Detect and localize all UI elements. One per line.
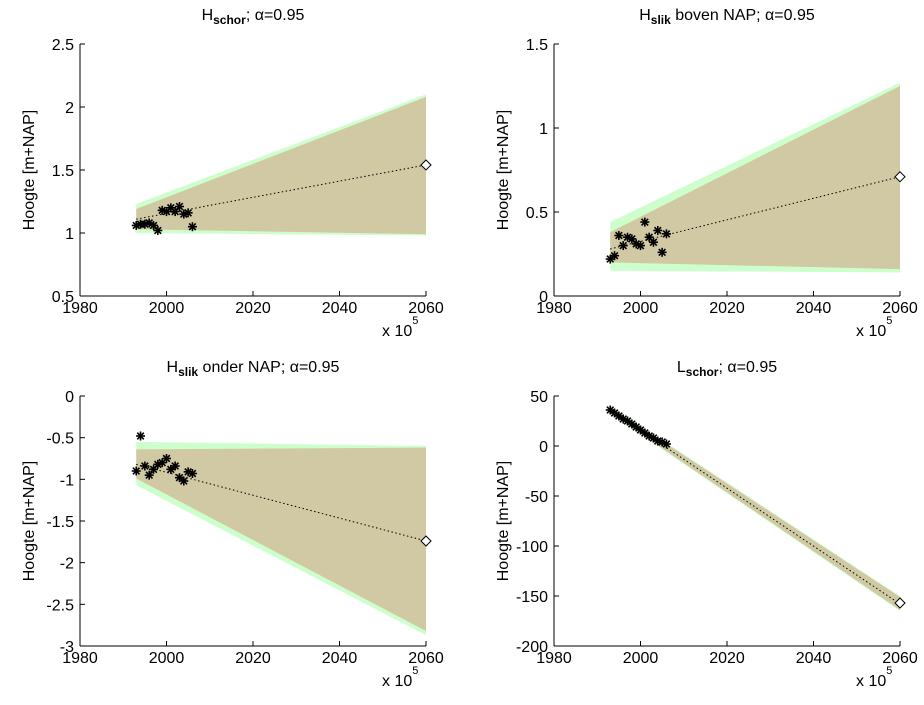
data-point xyxy=(661,439,671,449)
y-tick-label: -1.5 xyxy=(46,514,74,531)
data-point xyxy=(187,222,197,232)
y-tick-label: -2 xyxy=(60,556,74,573)
y-axis-label: Hoogte [m+NAP] xyxy=(21,461,38,582)
x-tick-label: 1980 xyxy=(536,650,572,667)
data-point xyxy=(610,408,620,418)
x-tick-label: 2040 xyxy=(322,300,358,317)
data-point xyxy=(144,470,154,480)
y-axis-label: Hoogte [m+NAP] xyxy=(495,461,512,582)
prediction-marker xyxy=(420,159,432,171)
y-tick-label: -100 xyxy=(516,539,548,556)
x-tick-label: 1980 xyxy=(536,300,572,317)
data-point xyxy=(648,237,658,247)
confidence-band-inner xyxy=(610,86,900,270)
chart-title: Hschor; α=0.95 xyxy=(202,7,305,27)
x-tick-label: 2020 xyxy=(235,650,271,667)
data-point xyxy=(614,411,624,421)
x-tick-label: 2060 xyxy=(882,650,918,667)
y-axis-label: Hoogte [m+NAP] xyxy=(21,110,38,231)
prediction-marker xyxy=(420,535,432,547)
data-point xyxy=(153,225,163,235)
panel-h-slik-onder-nap: 1980 2000 2020 2040 2060 -3 -2.5 -2 -1.5 -1 -0.5 0 H… xyxy=(21,359,444,690)
panel-h-slik-boven-nap: 1980 2000 2020 2040 2060 0 0.5 1 1.5 Hoogte [m+NA… xyxy=(495,7,918,340)
y-tick-label: 0 xyxy=(539,289,548,306)
x-axis-multiplier: x 105 xyxy=(382,665,418,690)
data-point xyxy=(131,466,141,476)
x-tick-label: 2060 xyxy=(408,300,444,317)
y-tick-label: 1.5 xyxy=(52,163,74,180)
trend-line xyxy=(610,176,901,250)
x-tick-label: 2020 xyxy=(709,650,745,667)
chart-title: Hslik boven NAP; α=0.95 xyxy=(639,7,815,27)
chart-title: Hslik onder NAP; α=0.95 xyxy=(167,359,340,379)
y-tick-label: -2.5 xyxy=(46,597,74,614)
prediction-marker xyxy=(894,597,906,609)
data-point xyxy=(636,241,645,251)
confidence-band-inner xyxy=(136,447,426,631)
x-tick-label: 2040 xyxy=(796,300,832,317)
y-tick-label: 0 xyxy=(539,439,548,456)
panel-h-schor: 1980 2000 2020 2040 2060 0.5 1 1.5 2 2.5 Hoogte [m… xyxy=(21,7,444,340)
data-point xyxy=(653,225,663,235)
x-tick-label: 1980 xyxy=(62,650,98,667)
data-point xyxy=(640,428,650,438)
x-tick-label: 1980 xyxy=(62,300,98,317)
y-tick-label: 0 xyxy=(65,389,74,406)
x-axis-multiplier: x 105 xyxy=(382,315,418,340)
x-tick-label: 2020 xyxy=(709,300,745,317)
data-point xyxy=(140,461,150,471)
y-tick-label: -1 xyxy=(60,472,74,489)
data-point xyxy=(157,205,167,215)
y-tick-label: 2.5 xyxy=(52,37,74,54)
y-tick-label: 50 xyxy=(530,389,548,406)
x-tick-label: 2020 xyxy=(235,300,271,317)
data-point xyxy=(162,454,171,463)
y-tick-label: -150 xyxy=(516,589,548,606)
panel-l-schor: 1980 2000 2020 2040 2060 -200 -150 -100 -50 0 50 Ho… xyxy=(495,359,918,690)
data-point xyxy=(149,464,159,474)
prediction-marker xyxy=(894,171,906,183)
x-tick-label: 2040 xyxy=(796,650,832,667)
y-tick-label: -0.5 xyxy=(46,431,74,448)
confidence-band-inner xyxy=(610,407,900,610)
data-point xyxy=(183,208,193,218)
y-tick-label: -50 xyxy=(525,489,548,506)
data-point xyxy=(136,431,146,441)
chart-title: Lschor; α=0.95 xyxy=(677,359,777,379)
data-point xyxy=(661,229,671,239)
data-point xyxy=(618,241,628,251)
y-axis-label: Hoogte [m+NAP] xyxy=(495,110,512,231)
y-tick-label: 1.5 xyxy=(526,37,548,54)
x-tick-label: 2000 xyxy=(149,300,185,317)
x-axis-multiplier: x 105 xyxy=(856,315,892,340)
y-tick-label: 0.5 xyxy=(526,205,548,222)
data-point xyxy=(614,231,624,241)
y-tick-label: -200 xyxy=(516,639,548,656)
x-tick-label: 2060 xyxy=(408,650,444,667)
data-point xyxy=(657,247,667,257)
y-tick-label: 1 xyxy=(65,226,74,243)
x-axis-multiplier: x 105 xyxy=(856,665,892,690)
x-tick-label: 2060 xyxy=(882,300,918,317)
data-point xyxy=(179,476,189,486)
data-point xyxy=(610,251,620,261)
x-tick-label: 2000 xyxy=(623,300,659,317)
data-point xyxy=(174,202,184,212)
data-point xyxy=(170,461,180,471)
y-tick-label: -3 xyxy=(60,639,74,656)
x-tick-label: 2040 xyxy=(322,650,358,667)
y-tick-label: 2 xyxy=(65,100,74,117)
x-tick-label: 2000 xyxy=(623,650,659,667)
data-point xyxy=(640,217,650,227)
x-tick-label: 2000 xyxy=(149,650,185,667)
y-tick-label: 1 xyxy=(539,121,548,138)
y-tick-label: 0.5 xyxy=(52,289,74,306)
confidence-band-inner xyxy=(136,96,426,235)
data-point xyxy=(187,469,197,478)
